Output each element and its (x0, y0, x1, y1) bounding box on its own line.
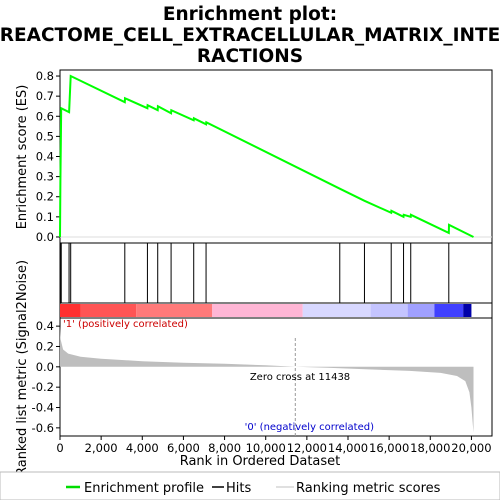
negative-correlation-label: '0' (negatively correlated) (245, 422, 374, 433)
enrichment-profile-line (59, 74, 474, 238)
legend-entry: Ranking metric scores (296, 481, 441, 496)
ranking-gradient-bar (60, 304, 472, 317)
legend-entry: Hits (226, 481, 251, 496)
es-tick-label: 0.8 (36, 69, 54, 83)
es-tick-label: 0.1 (36, 210, 54, 224)
es-tick-label: 0.7 (36, 89, 54, 103)
es-tick-label: 0.3 (36, 170, 54, 184)
x-tick-label: 10,000 (246, 441, 286, 455)
gradient-segment (302, 304, 371, 317)
x-tick-label: 6,000 (167, 441, 200, 455)
x-tick-label: 2,000 (85, 441, 118, 455)
metric-tick-label: -0.4 (32, 401, 54, 415)
metric-axis-label: Ranked list metric (Signal2Noise) (15, 260, 30, 476)
legend-box (0, 471, 500, 500)
legend: Enrichment profile Hits Ranking metric sco… (66, 481, 441, 496)
gradient-segment (80, 304, 137, 317)
chart-title-line-3: RACTIONS (197, 46, 303, 67)
es-tick-label: 0.6 (36, 109, 54, 123)
gradient-segment (463, 304, 472, 317)
metric-panel-frame (59, 317, 493, 437)
metric-tick-label: -0.2 (32, 380, 54, 394)
metric-tick-label: 0.0 (36, 360, 54, 374)
x-tick-label: 12,000 (287, 441, 327, 455)
x-tick-label: 20,000 (451, 441, 491, 455)
gradient-segment (434, 304, 464, 317)
gradient-segment (212, 304, 303, 317)
metric-tick-label: 0.4 (36, 319, 54, 333)
es-tick-label: 0.5 (36, 129, 54, 143)
gradient-segment (60, 304, 81, 317)
es-axis-ticks: 0.0 0.1 0.2 0.3 0.4 0.5 0.6 0.7 0.8 (36, 69, 60, 244)
es-axis-label: Enrichment score (ES) (15, 85, 30, 230)
metric-tick-label: 0.2 (36, 339, 54, 353)
x-axis-label: Rank in Ordered Dataset (180, 454, 341, 469)
hit-marks (59, 243, 450, 303)
metric-axis-ticks: 0.4 0.2 0.0 -0.2 -0.4 -0.6 (32, 319, 60, 435)
x-tick-label: 0 (56, 441, 63, 455)
es-tick-label: 0.0 (36, 230, 54, 244)
es-tick-label: 0.2 (36, 190, 54, 204)
zero-cross-label: Zero cross at 11438 (250, 372, 350, 383)
x-tick-label: 14,000 (328, 441, 368, 455)
chart-title-line-1: Enrichment plot: (163, 4, 337, 25)
gradient-segment (407, 304, 435, 317)
x-tick-label: 8,000 (208, 441, 241, 455)
x-tick-label: 16,000 (369, 441, 409, 455)
x-tick-label: 18,000 (410, 441, 450, 455)
x-tick-label: 4,000 (126, 441, 159, 455)
legend-entry: Enrichment profile (84, 481, 204, 496)
gradient-segment (370, 304, 408, 317)
gradient-segment (136, 304, 213, 317)
positive-correlation-label: '1' (positively correlated) (63, 319, 188, 330)
es-tick-label: 0.4 (36, 150, 54, 164)
metric-tick-label: -0.6 (32, 421, 54, 435)
chart-title-line-2: REACTOME_CELL_EXTRACELLULAR_MATRIX_INTE (0, 25, 500, 46)
x-axis-ticks: 0 2,000 4,000 6,000 8,000 10,000 12,000 14,000 1… (56, 436, 492, 455)
